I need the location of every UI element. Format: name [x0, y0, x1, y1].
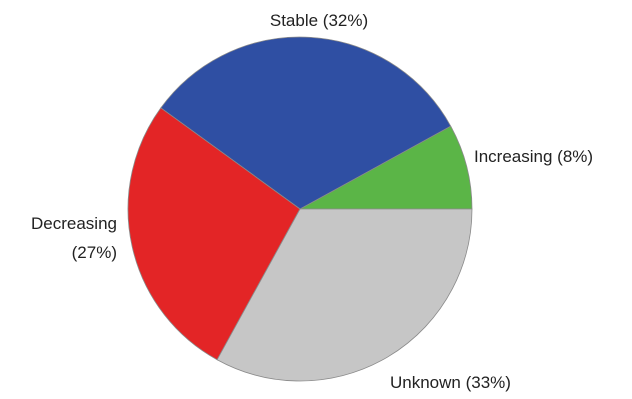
slice-label-line: (27%)	[72, 243, 117, 262]
slice-label-increasing: Increasing (8%)	[474, 147, 593, 166]
slice-label-stable: Stable (32%)	[270, 11, 368, 30]
pie-slices	[127, 36, 473, 382]
pie-slice-stable	[160, 36, 452, 210]
pie-slice-decreasing	[127, 107, 301, 361]
slice-label-line: Decreasing	[31, 214, 117, 233]
pie-slice-unknown	[216, 208, 473, 382]
pie-labels: Increasing (8%) Stable (32%) Decreasing (27…	[31, 11, 593, 392]
slice-label-line: Increasing (8%)	[474, 147, 593, 166]
slice-label-line: Stable (32%)	[270, 11, 368, 30]
slice-label-unknown: Unknown (33%)	[390, 373, 511, 392]
slice-label-decreasing: Decreasing (27%)	[31, 214, 117, 262]
slice-label-line: Unknown (33%)	[390, 373, 511, 392]
